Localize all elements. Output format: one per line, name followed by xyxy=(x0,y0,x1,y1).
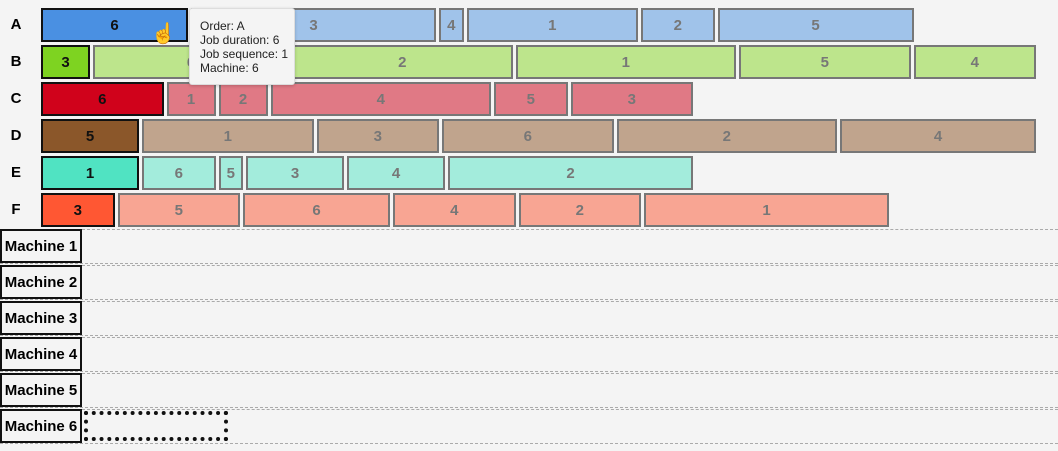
machine-label: Machine 1 xyxy=(0,229,82,263)
job-block[interactable]: 1 xyxy=(166,82,216,116)
hand-cursor-icon: ☝ xyxy=(151,23,176,45)
order-label-B: B xyxy=(10,53,22,70)
job-block[interactable]: 2 xyxy=(448,156,693,190)
divider xyxy=(82,409,1058,410)
job-block[interactable]: 6 xyxy=(41,82,164,116)
job-block[interactable]: 5 xyxy=(41,119,139,153)
machine-label: Machine 4 xyxy=(0,337,82,371)
job-block[interactable]: 6 xyxy=(442,119,614,153)
job-block[interactable]: 5 xyxy=(117,193,240,227)
job-block[interactable]: 4 xyxy=(270,82,491,116)
machine-row[interactable]: Machine 5 xyxy=(0,373,1058,408)
tooltip-order: Order: A xyxy=(200,19,245,33)
job-block[interactable]: 1 xyxy=(515,45,736,79)
job-block[interactable]: 1 xyxy=(41,156,139,190)
machine-label: Machine 6 xyxy=(0,409,82,443)
divider xyxy=(82,337,1058,338)
divider xyxy=(82,265,1058,266)
job-block[interactable]: 2 xyxy=(616,119,837,153)
job-block[interactable]: 3 xyxy=(41,45,90,79)
job-block[interactable]: 4 xyxy=(347,156,445,190)
job-block[interactable]: 5 xyxy=(717,8,914,42)
job-block[interactable]: 4 xyxy=(393,193,516,227)
job-block[interactable]: 3 xyxy=(316,119,439,153)
job-block[interactable]: 3 xyxy=(570,82,693,116)
machine-label: Machine 3 xyxy=(0,301,82,335)
job-block[interactable]: 1 xyxy=(466,8,638,42)
job-block[interactable]: 2 xyxy=(518,193,641,227)
machine-row[interactable]: Machine 1 xyxy=(0,229,1058,264)
divider xyxy=(82,229,1058,230)
divider xyxy=(82,301,1058,302)
job-block[interactable]: 2 xyxy=(292,45,513,79)
machine-label: Machine 2 xyxy=(0,265,82,299)
job-block[interactable]: 6 xyxy=(243,193,390,227)
order-label-D: D xyxy=(10,127,22,144)
divider xyxy=(82,373,1058,374)
machine-row[interactable]: Machine 6 xyxy=(0,409,1058,444)
job-block[interactable]: 5 xyxy=(739,45,911,79)
tooltip-duration: Job duration: 6 xyxy=(200,33,280,47)
job-block[interactable]: 6 xyxy=(142,156,216,190)
job-block[interactable]: 5 xyxy=(494,82,568,116)
job-block[interactable]: 2 xyxy=(218,82,268,116)
job-block[interactable]: 5 xyxy=(218,156,243,190)
machine-label: Machine 5 xyxy=(0,373,82,407)
job-block[interactable]: 4 xyxy=(840,119,1036,153)
order-label-A: A xyxy=(10,16,22,33)
tooltip-machine: Machine: 6 xyxy=(200,61,259,75)
job-block[interactable]: 2 xyxy=(641,8,715,42)
machine-row[interactable]: Machine 2 xyxy=(0,265,1058,300)
tooltip-sequence: Job sequence: 1 xyxy=(200,47,289,61)
job-block[interactable]: 3 xyxy=(246,156,344,190)
machine-row[interactable]: Machine 4 xyxy=(0,337,1058,372)
drop-zone-machine-6[interactable] xyxy=(84,411,228,441)
job-block[interactable]: 1 xyxy=(142,119,314,153)
order-label-E: E xyxy=(10,164,21,181)
job-block[interactable]: 4 xyxy=(913,45,1036,79)
job-block[interactable]: 3 xyxy=(41,193,115,227)
order-label-C: C xyxy=(10,90,22,107)
job-tooltip: Order: A Job duration: 6 Job sequence: 1… xyxy=(189,8,295,85)
job-block[interactable]: 1 xyxy=(644,193,889,227)
job-block[interactable]: 4 xyxy=(439,8,464,42)
machine-row[interactable]: Machine 3 xyxy=(0,301,1058,336)
job-block[interactable]: 6 xyxy=(41,8,188,42)
order-label-F: F xyxy=(11,201,21,218)
